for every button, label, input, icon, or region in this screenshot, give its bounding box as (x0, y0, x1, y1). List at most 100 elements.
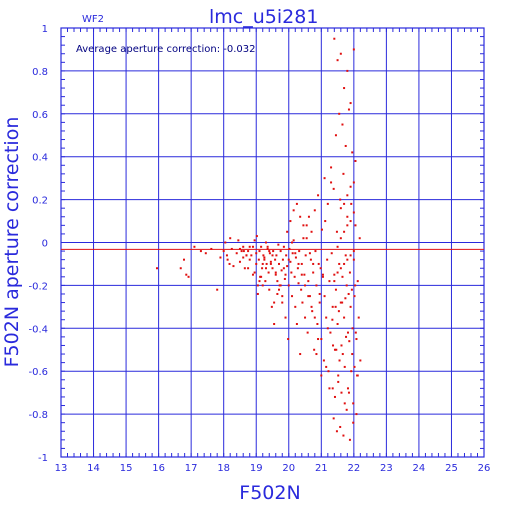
data-point (301, 301, 304, 304)
data-point (291, 241, 294, 244)
y-tick-label-0.2: 0.2 (32, 196, 48, 207)
data-point (310, 305, 313, 308)
data-point (266, 245, 269, 248)
data-point (343, 365, 346, 368)
data-point (248, 258, 251, 261)
x-tick-label-21: 21 (315, 463, 328, 474)
data-point (355, 413, 358, 416)
x-tick-labels: 13 14 15 16 17 18 19 20 21 22 23 24 25 26 (55, 463, 491, 474)
data-point (345, 408, 348, 411)
data-point (264, 280, 267, 283)
data-point (352, 258, 355, 261)
data-point (338, 112, 341, 115)
data-point (269, 262, 272, 265)
data-point (327, 370, 330, 373)
data-point (319, 267, 322, 270)
data-point (343, 87, 346, 90)
data-point (247, 267, 250, 270)
data-point (343, 202, 346, 205)
data-point (311, 310, 314, 313)
data-point (266, 247, 269, 250)
data-point (338, 262, 341, 265)
data-point (281, 295, 284, 298)
data-point (155, 267, 158, 270)
data-point (242, 250, 245, 253)
y-tick-label-1: 1 (42, 24, 48, 35)
data-point (359, 359, 362, 362)
data-point (350, 370, 353, 373)
data-point (323, 177, 326, 180)
data-point (263, 256, 266, 259)
data-point (339, 237, 342, 240)
data-point (336, 271, 339, 274)
data-point (248, 245, 251, 248)
data-point (268, 288, 271, 291)
data-point (279, 250, 282, 253)
data-point (332, 187, 335, 190)
data-point (271, 254, 274, 257)
data-point (226, 258, 229, 261)
data-point (294, 256, 297, 259)
x-tick-label-13: 13 (55, 463, 68, 474)
data-point (237, 239, 240, 242)
y-tick-label--1: -1 (38, 453, 48, 464)
x-tick-label-14: 14 (87, 463, 100, 474)
x-tick-label-19: 19 (250, 463, 263, 474)
annotation: Average aperture correction: -0.032 (76, 44, 256, 55)
data-point (348, 340, 351, 343)
data-point (274, 273, 277, 276)
y-tick-label--0.8: -0.8 (28, 410, 48, 421)
data-point (297, 262, 300, 265)
data-point (281, 258, 284, 261)
data-point (257, 258, 260, 261)
data-point (315, 353, 318, 356)
data-point (347, 391, 350, 394)
data-point (349, 220, 352, 223)
data-point (271, 267, 274, 270)
data-point (353, 295, 356, 298)
data-point (357, 316, 360, 319)
data-point (344, 254, 347, 257)
data-point (337, 380, 340, 383)
data-point (261, 267, 264, 270)
data-point (275, 254, 278, 257)
data-point (325, 365, 328, 368)
data-point (287, 284, 290, 287)
y-tick-labels: -1 -0.8 -0.6 -0.4 -0.2 0 0.2 0.4 0.6 0.8 1 (28, 24, 48, 464)
data-point (347, 292, 350, 295)
data-point (337, 310, 340, 313)
data-point (354, 224, 357, 227)
data-point (270, 305, 273, 308)
data-point (273, 323, 276, 326)
data-point (300, 262, 303, 265)
data-point (224, 241, 227, 244)
data-point (264, 241, 267, 244)
data-point (204, 252, 207, 255)
data-point (261, 284, 264, 287)
y-tick-label--0.2: -0.2 (28, 281, 48, 292)
data-point (277, 243, 280, 246)
data-point (255, 235, 258, 238)
data-point (341, 275, 344, 278)
data-point (265, 262, 268, 265)
data-point (326, 202, 329, 205)
data-point (238, 260, 241, 263)
data-point (242, 245, 245, 248)
data-points (155, 37, 362, 441)
data-point (354, 331, 357, 334)
data-point (333, 348, 336, 351)
data-point (354, 284, 357, 287)
data-point (346, 224, 349, 227)
y-tick-label-0.8: 0.8 (32, 67, 48, 78)
data-point (349, 305, 352, 308)
data-point (351, 327, 354, 330)
data-point (253, 239, 256, 242)
data-point (347, 108, 350, 111)
data-point (338, 359, 341, 362)
data-point (251, 273, 254, 276)
data-point (255, 262, 258, 265)
data-point (336, 323, 339, 326)
chart-title: lmc_u5i281 (209, 6, 318, 28)
data-point (326, 258, 329, 261)
